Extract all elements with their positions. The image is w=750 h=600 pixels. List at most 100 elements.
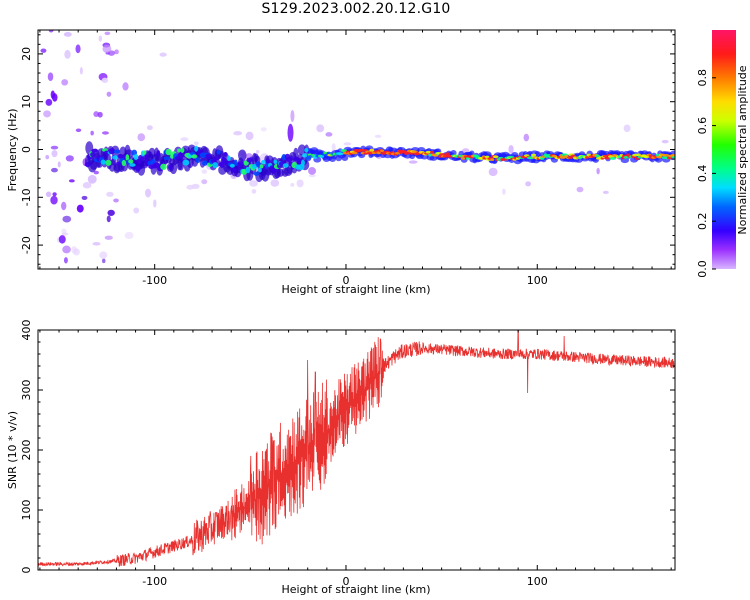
spectrogram-xtick-label: 100	[527, 274, 548, 287]
spectrogram-noise-blob	[65, 155, 74, 162]
spectrogram-band-core	[270, 167, 277, 173]
spectrogram-noise-blob	[159, 52, 167, 57]
spectrogram-noise-blob	[374, 134, 382, 138]
spectrogram-noise-blob	[191, 183, 200, 190]
spectrogram-band-halo	[341, 155, 349, 162]
spectrogram-noise-blob	[260, 127, 267, 132]
spectrogram-noise-blob	[137, 133, 146, 142]
spectrogram-band-core	[326, 151, 331, 155]
spectrogram-noise-blob	[661, 139, 669, 144]
spectrogram-band-core	[285, 156, 293, 162]
spectrogram-noise-blob	[102, 44, 112, 53]
spectrogram-noise-blob	[331, 143, 336, 153]
spectrogram-noise-blob	[97, 111, 103, 118]
spectrogram-band-core	[142, 150, 147, 155]
spectrogram-band-core	[177, 152, 184, 159]
spectrogram-band-core	[253, 171, 260, 176]
spectrogram-band-core	[237, 161, 245, 166]
spectrogram-marks	[40, 30, 675, 264]
spectrogram-band-core	[323, 151, 328, 155]
spectrogram-band-core	[221, 156, 227, 164]
spectrogram-band-core	[492, 155, 499, 159]
spectrogram-noise-blob	[61, 201, 67, 211]
snr-ytick-label: 300	[20, 380, 33, 401]
spectrogram-band-core	[219, 161, 225, 168]
spectrogram-noise-blob	[602, 190, 609, 195]
spectrogram-band-core	[160, 163, 167, 170]
spectrogram-band-core	[212, 162, 218, 169]
spectrogram-noise-blob	[98, 35, 103, 42]
spectrogram-noise-blob	[146, 125, 153, 131]
spectrogram-band-core	[117, 153, 124, 159]
spectrogram-noise-blob	[40, 48, 47, 53]
spectrogram-noise-blob	[106, 191, 114, 197]
spectrogram-band-core	[395, 151, 401, 155]
spectrogram-noise-blob	[133, 207, 140, 214]
spectrogram-band-core	[594, 154, 600, 158]
spectrogram-noise-blob	[124, 231, 134, 240]
spectrogram-band-core	[300, 159, 305, 167]
snr-ytick-label: 0	[20, 567, 33, 574]
spectrogram-noise-blob	[93, 170, 99, 175]
spectrogram-band-core	[121, 159, 127, 167]
spectrogram-band-core	[223, 152, 228, 157]
spectrogram-band-core	[304, 156, 312, 160]
spectrogram-band-core	[165, 148, 172, 156]
spectrogram-noise-blob	[50, 90, 55, 99]
spectrogram-noise-blob	[245, 131, 254, 141]
spectrogram-band-core	[231, 168, 238, 173]
spectrogram-band-core	[584, 155, 590, 159]
spectrogram-band-core	[376, 151, 381, 155]
spectrogram-noise-blob	[47, 72, 54, 81]
spectrogram-xlabel: Height of straight line (km)	[281, 283, 430, 296]
spectrogram-band-core	[227, 155, 231, 162]
spectrogram-spike-blob	[290, 110, 295, 123]
snr-xlabel: Height of straight line (km)	[281, 583, 430, 596]
snr-xtick-label: -100	[142, 575, 167, 588]
spectrogram-band-halo	[89, 160, 98, 170]
spectrogram-ytick-label: 20	[20, 47, 33, 61]
colorbar-tick-label: 0.8	[696, 69, 709, 87]
spectrogram-band-core	[656, 155, 663, 159]
spectrogram-spike-blob	[287, 123, 294, 142]
spectrogram-noise-blob	[45, 98, 53, 106]
spectrogram-noise-blob	[58, 235, 66, 244]
spectrogram-band-core	[380, 149, 385, 153]
spectrogram-noise-blob	[99, 251, 108, 259]
spectrogram-noise-blob	[62, 215, 72, 223]
spectrogram-noise-blob	[81, 195, 88, 201]
spectrogram-noise-blob	[61, 79, 69, 86]
colorbar-ticks: 0.0 0.2 0.4 0.6 0.8	[696, 69, 716, 278]
spectrogram-band-core	[245, 166, 251, 174]
spectrogram-noise-blob	[325, 132, 333, 137]
spectrogram-band-core	[128, 159, 134, 164]
spectrogram-xtick-label: -100	[142, 274, 167, 287]
spectrogram-noise-blob	[596, 167, 600, 175]
spectrogram-noise-blob	[104, 235, 113, 240]
spectrogram-noise-blob	[153, 199, 157, 208]
main-title: S129.2023.002.20.12.G10	[261, 1, 451, 17]
spectrogram-band-core	[429, 150, 435, 154]
spectrogram-noise-blob	[502, 188, 506, 195]
spectrogram-noise-blob	[104, 31, 111, 36]
spectrogram-noise-blob	[63, 257, 68, 264]
spectrogram-noise-blob	[102, 258, 106, 264]
spectrogram-noise-blob	[50, 145, 59, 150]
spectrogram-band-core	[210, 158, 216, 163]
spectrogram-band-core	[609, 157, 617, 160]
spectrogram-noise-blob	[45, 191, 52, 198]
spectrogram-noise-blob	[308, 167, 317, 175]
spectrogram-band-core	[273, 159, 278, 165]
spectrogram-noise-blob	[308, 174, 316, 178]
spectrogram-noise-blob	[408, 160, 418, 164]
spectrogram-noise-blob	[106, 215, 111, 223]
spectrogram-band-core	[108, 148, 116, 155]
spectrogram-noise-blob	[193, 141, 199, 146]
spectrogram-noise-blob	[90, 130, 94, 136]
spectrogram-noise-blob	[75, 44, 81, 54]
spectrogram-band-core	[255, 161, 261, 168]
colorbar-gradient	[712, 30, 736, 269]
